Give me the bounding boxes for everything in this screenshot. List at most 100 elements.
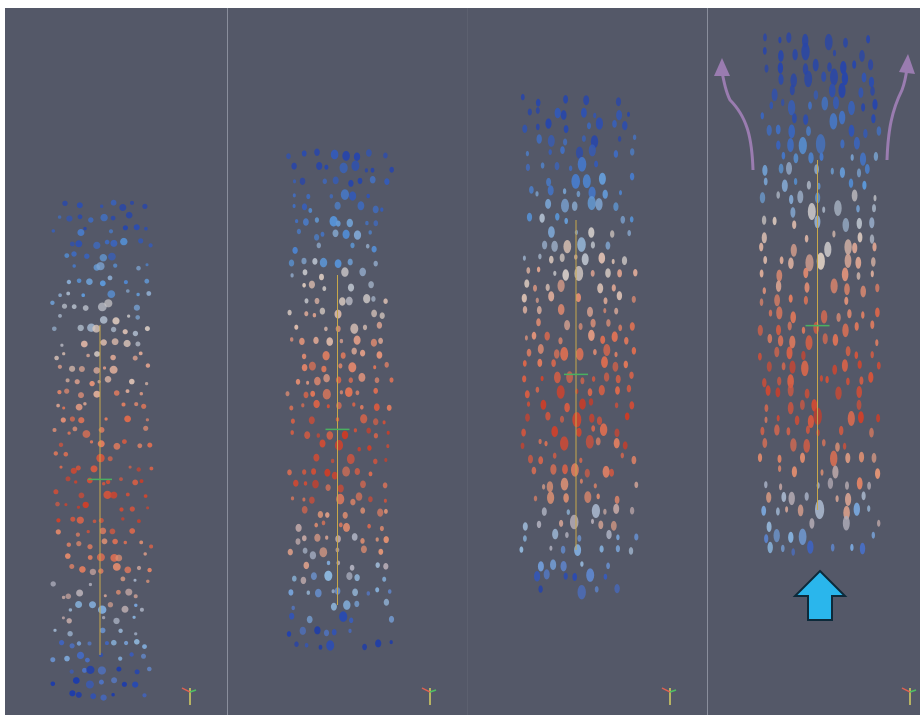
glyph — [547, 481, 553, 492]
glyph — [124, 416, 131, 423]
glyph — [546, 284, 550, 291]
glyph — [60, 466, 63, 469]
glyph — [76, 466, 81, 471]
glyph — [852, 243, 857, 254]
glyph — [874, 152, 878, 161]
glyph — [87, 478, 93, 484]
glyph — [288, 589, 293, 595]
glyph — [52, 229, 55, 232]
glyph — [610, 230, 614, 238]
glyph — [78, 417, 84, 423]
glyph — [761, 506, 766, 516]
glyph — [288, 549, 293, 556]
glyph — [90, 569, 96, 575]
glyph — [857, 168, 861, 177]
glyph — [563, 188, 566, 194]
glyph — [561, 546, 566, 554]
glyph — [763, 256, 767, 264]
glyph — [527, 213, 532, 222]
glyph — [804, 296, 808, 305]
glyph — [586, 435, 594, 449]
glyph — [616, 534, 619, 540]
glyph — [114, 443, 121, 450]
glyph — [143, 426, 148, 431]
glyph — [372, 246, 377, 253]
glyph — [115, 555, 122, 562]
glyph — [618, 325, 622, 332]
glyph — [804, 71, 812, 88]
glyph — [139, 541, 143, 545]
glyph — [324, 327, 328, 332]
glyph — [146, 263, 149, 266]
glyph — [588, 196, 596, 210]
glyph — [109, 229, 113, 233]
glyph — [592, 504, 600, 518]
glyph — [326, 484, 331, 491]
glyph — [349, 377, 353, 383]
glyph — [834, 200, 842, 216]
glyph — [566, 371, 573, 383]
glyph — [563, 240, 571, 253]
glyph — [82, 668, 87, 673]
glyph — [58, 314, 62, 318]
glyph — [614, 584, 619, 593]
glyph — [776, 306, 782, 319]
glyph — [529, 186, 534, 194]
glyph — [116, 667, 121, 672]
glyph — [133, 356, 138, 361]
glyph — [560, 416, 564, 423]
glyph — [595, 586, 599, 592]
glyph — [585, 469, 590, 478]
glyph — [302, 283, 306, 288]
glyph — [788, 100, 795, 115]
glyph — [111, 640, 117, 646]
glyph — [332, 589, 335, 593]
glyph — [537, 359, 542, 367]
glyph — [75, 240, 82, 247]
glyph — [129, 528, 135, 534]
glyph — [373, 206, 379, 214]
glyph — [100, 214, 107, 221]
glyph — [527, 401, 530, 406]
glyph — [291, 496, 294, 500]
glyph — [384, 536, 389, 543]
glyph — [855, 257, 861, 269]
glyph — [142, 644, 147, 649]
glyph — [805, 492, 809, 501]
glyph — [122, 439, 127, 444]
glyph — [333, 230, 339, 238]
glyph — [627, 230, 631, 236]
glyph — [343, 512, 348, 519]
glyph — [600, 545, 604, 552]
glyph — [302, 498, 305, 502]
glyph — [358, 373, 365, 382]
glyph — [90, 440, 93, 443]
render-views — [0, 0, 920, 715]
glyph — [597, 416, 602, 425]
glyph — [777, 377, 781, 386]
glyph — [60, 344, 63, 347]
glyph — [336, 221, 341, 227]
glyph — [790, 438, 796, 451]
glyph — [302, 535, 307, 541]
glyph — [107, 290, 115, 298]
glyph — [792, 113, 797, 123]
glyph — [383, 153, 388, 159]
glyph — [134, 639, 140, 645]
glyph — [803, 268, 808, 278]
glyph — [569, 166, 572, 172]
glyph — [108, 456, 113, 461]
glyph — [136, 293, 139, 296]
glyph — [789, 195, 793, 204]
glyph — [112, 317, 119, 324]
glyph — [318, 511, 323, 518]
glyph — [768, 542, 773, 553]
glyph — [310, 391, 315, 397]
glyph — [297, 229, 301, 234]
glyph — [561, 561, 567, 571]
glyph — [299, 338, 305, 345]
glyph — [376, 537, 379, 541]
glyph — [758, 325, 763, 336]
glyph — [90, 693, 96, 699]
glyph — [77, 279, 82, 284]
